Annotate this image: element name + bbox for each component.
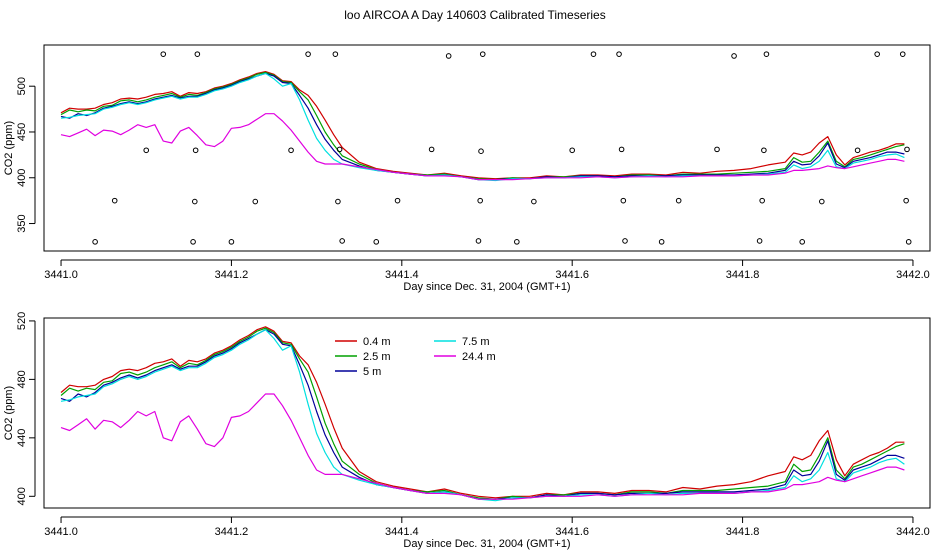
data-point-marker <box>252 198 259 205</box>
x-tick-label: 3441.0 <box>44 269 78 281</box>
y-axis: 350 400 450 500 CO2 (ppm) <box>3 77 36 233</box>
data-point-marker <box>394 197 401 204</box>
x-tick-label: 3441.8 <box>726 526 760 538</box>
x-tick-label: 3441.8 <box>726 269 760 281</box>
data-point-marker <box>305 51 311 57</box>
data-point-marker <box>514 239 520 245</box>
x-tick-label: 3441.0 <box>44 526 78 538</box>
data-point-marker <box>228 239 235 245</box>
data-point-marker <box>335 198 341 205</box>
data-point-marker <box>819 198 825 205</box>
page-title: loo AIRCOA A Day 140603 Calibrated Times… <box>344 8 605 22</box>
data-point-marker <box>194 51 201 57</box>
data-point-marker <box>756 238 763 244</box>
data-point-marker <box>336 146 343 153</box>
data-point-marker <box>531 198 537 205</box>
series-line-24-4-m <box>60 393 905 500</box>
data-point-marker <box>759 197 765 204</box>
y-tick-label: 400 <box>16 487 28 505</box>
data-point-marker <box>658 239 665 245</box>
data-point-marker <box>160 51 167 57</box>
data-point-marker <box>332 51 339 57</box>
y-tick-label: 520 <box>16 312 28 330</box>
legend-label: 7.5 m <box>462 336 490 348</box>
y-axis-label: CO2 (ppm) <box>3 121 15 175</box>
legend-label: 0.4 m <box>363 336 391 348</box>
data-point-marker <box>904 146 910 153</box>
data-point-marker <box>477 197 483 204</box>
y-axis-label: CO2 (ppm) <box>3 386 15 440</box>
data-point-marker <box>622 238 628 244</box>
panels: 3441.0 3441.2 3441.4 3441.6 3441.8 3442.0 Day … <box>3 44 931 550</box>
data-point-marker <box>675 197 682 204</box>
y-tick-label: 350 <box>16 214 28 232</box>
legend-label: 5 m <box>363 366 381 378</box>
data-point-marker <box>479 51 486 57</box>
y-tick-label: 400 <box>16 169 28 187</box>
x-tick-label: 3441.6 <box>555 526 589 538</box>
series-group <box>60 70 905 182</box>
data-point-marker <box>111 197 118 204</box>
x-tick-label: 3442.0 <box>896 526 930 538</box>
data-point-marker <box>620 197 627 204</box>
data-point-marker <box>475 238 482 244</box>
data-point-marker <box>763 51 770 57</box>
x-tick-label: 3441.4 <box>385 526 419 538</box>
x-tick-label: 3441.4 <box>385 269 419 281</box>
chart-panel-1: 3441.0 3441.2 3441.4 3441.6 3441.8 3442.0 Day … <box>3 44 931 293</box>
data-point-marker <box>731 53 737 59</box>
data-point-marker <box>761 147 767 154</box>
legend: 0.4 m 2.5 m 5 m 7.5 m 24.4 m <box>335 336 496 378</box>
x-axis: 3441.0 3441.2 3441.4 3441.6 3441.8 3442.0 Day … <box>44 259 930 293</box>
plot-frame <box>43 44 931 252</box>
x-axis-label: Day since Dec. 31, 2004 (GMT+1) <box>403 538 570 550</box>
data-point-marker <box>190 239 196 245</box>
chart-panel-2: 3441.0 3441.2 3441.4 3441.6 3441.8 3442.0 Day … <box>3 312 931 550</box>
data-point-marker <box>478 148 484 155</box>
data-point-marker <box>714 146 720 153</box>
data-point-marker <box>616 51 622 57</box>
legend-label: 24.4 m <box>462 351 496 363</box>
data-point-marker <box>445 53 452 59</box>
x-tick-label: 3441.6 <box>555 269 589 281</box>
data-point-marker <box>288 147 294 154</box>
data-point-marker <box>903 197 909 204</box>
data-point-marker <box>590 51 597 57</box>
y-tick-label: 440 <box>16 429 28 447</box>
series-group <box>60 326 905 502</box>
x-tick-label: 3441.2 <box>215 526 249 538</box>
plot-frame <box>43 317 931 509</box>
x-axis: 3441.0 3441.2 3441.4 3441.6 3441.8 3442.0 Day … <box>44 516 930 550</box>
data-point-marker <box>143 147 150 154</box>
series-line-24-4-m <box>60 113 905 181</box>
data-point-marker <box>899 51 906 57</box>
data-point-marker <box>874 51 880 57</box>
y-tick-label: 480 <box>16 370 28 388</box>
x-axis-label: Day since Dec. 31, 2004 (GMT+1) <box>403 281 570 293</box>
data-point-marker <box>799 239 806 245</box>
data-point-marker <box>373 239 380 245</box>
data-point-marker <box>618 146 625 153</box>
x-tick-label: 3442.0 <box>896 269 930 281</box>
y-tick-label: 500 <box>16 77 28 95</box>
data-point-marker <box>339 238 345 244</box>
series-line-0-4-m <box>60 326 905 499</box>
y-tick-label: 450 <box>16 123 28 141</box>
series-line-0-4-m <box>60 70 905 180</box>
data-point-marker <box>191 198 198 205</box>
data-point-marker <box>192 147 199 154</box>
data-point-marker <box>905 239 912 245</box>
y-axis: 400 440 480 520 CO2 (ppm) <box>3 312 36 505</box>
data-point-marker <box>569 147 575 154</box>
data-point-marker <box>428 146 435 153</box>
x-tick-label: 3441.2 <box>215 269 249 281</box>
legend-label: 2.5 m <box>363 351 391 363</box>
series-line-7-5-m <box>60 72 905 182</box>
data-point-marker <box>854 147 861 154</box>
data-point-marker <box>92 239 98 245</box>
